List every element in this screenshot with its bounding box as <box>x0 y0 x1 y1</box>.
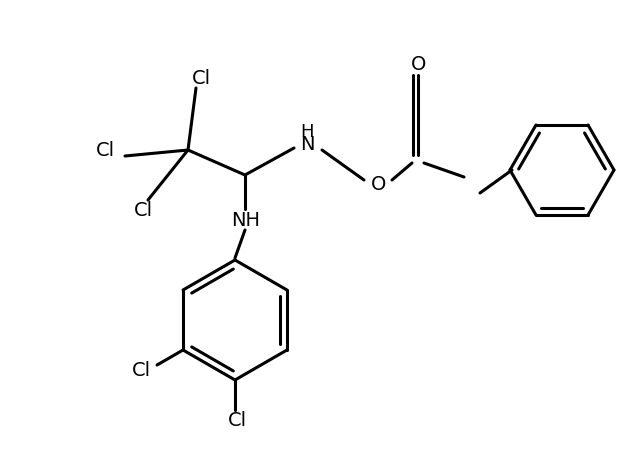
Text: Cl: Cl <box>95 141 115 159</box>
Text: Cl: Cl <box>191 70 211 88</box>
Text: NH: NH <box>232 211 260 229</box>
Text: Cl: Cl <box>131 360 150 380</box>
Text: N: N <box>300 136 314 154</box>
Text: O: O <box>412 55 427 75</box>
Text: Cl: Cl <box>133 202 152 220</box>
Text: Cl: Cl <box>227 411 246 431</box>
Text: H: H <box>300 123 314 141</box>
Text: O: O <box>371 175 387 195</box>
